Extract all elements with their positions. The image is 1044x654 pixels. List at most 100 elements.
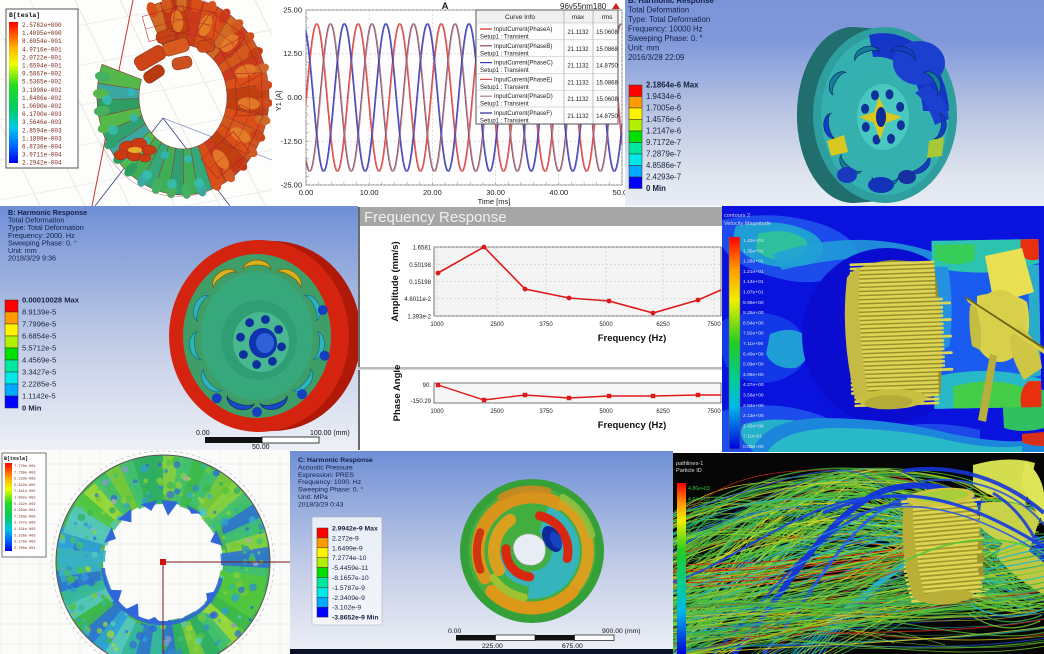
svg-text:Total Deformation: Total Deformation xyxy=(628,6,689,15)
svg-text:4.16e+03: 4.16e+03 xyxy=(688,520,710,526)
svg-text:Particle ID: Particle ID xyxy=(676,468,702,474)
svg-text:1.47e+03: 1.47e+03 xyxy=(688,643,710,649)
svg-text:9.25e+00: 9.25e+00 xyxy=(743,310,764,316)
svg-text:6.1700e-003: 6.1700e-003 xyxy=(22,111,62,118)
svg-text:1.802e-002: 1.802e-002 xyxy=(14,497,36,501)
svg-text:Type: Total Deformation: Type: Total Deformation xyxy=(8,223,84,232)
svg-text:96v55nm180: 96v55nm180 xyxy=(560,2,607,11)
svg-text:30.00: 30.00 xyxy=(486,188,505,197)
svg-text:2.757e-003: 2.757e-003 xyxy=(14,522,36,526)
svg-text:2018/3/29 9:36: 2018/3/29 9:36 xyxy=(8,254,56,263)
svg-text:6.8736e-004: 6.8736e-004 xyxy=(22,144,62,151)
svg-text:4.64e+03: 4.64e+03 xyxy=(688,497,710,503)
svg-text:7.11e+00: 7.11e+00 xyxy=(743,341,763,347)
svg-text:2.5782e+000: 2.5782e+000 xyxy=(22,22,62,29)
svg-text:-3.102e-9: -3.102e-9 xyxy=(332,605,361,612)
svg-text:15.0868: 15.0868 xyxy=(596,80,618,86)
svg-text:3.56e+00: 3.56e+00 xyxy=(743,393,764,399)
svg-text:21.1132: 21.1132 xyxy=(567,64,589,70)
svg-text:14.8750: 14.8750 xyxy=(596,114,618,120)
svg-text:-1.5787e-9: -1.5787e-9 xyxy=(332,585,365,592)
svg-text:Sweeping Phase: 0. °: Sweeping Phase: 0. ° xyxy=(8,238,77,247)
svg-text:2500: 2500 xyxy=(490,322,504,328)
svg-text:4.6011e-2: 4.6011e-2 xyxy=(404,297,431,303)
svg-text:Unit: MPa: Unit: MPa xyxy=(298,494,328,501)
svg-text:0.15198: 0.15198 xyxy=(409,280,431,286)
svg-text:5000: 5000 xyxy=(599,322,613,328)
svg-text:1.9434e-6: 1.9434e-6 xyxy=(646,92,681,101)
svg-text:1000: 1000 xyxy=(430,322,444,328)
svg-text:9.96e+00: 9.96e+00 xyxy=(743,300,764,306)
svg-text:2.1864e-6 Max: 2.1864e-6 Max xyxy=(646,81,699,90)
svg-text:1.35e+01: 1.35e+01 xyxy=(743,248,764,254)
svg-text:InputCurrent(PhaseF): InputCurrent(PhaseF) xyxy=(494,111,552,117)
svg-text:4.40e+03: 4.40e+03 xyxy=(688,508,710,514)
svg-text:B: Harmonic Response: B: Harmonic Response xyxy=(8,208,87,217)
svg-text:50.00: 50.00 xyxy=(613,188,625,197)
svg-text:Frequency (Hz): Frequency (Hz) xyxy=(598,420,667,431)
svg-text:8.54e+00: 8.54e+00 xyxy=(743,320,764,326)
svg-text:0 Min: 0 Min xyxy=(646,184,666,193)
svg-text:C: Harmonic Response: C: Harmonic Response xyxy=(298,457,373,464)
svg-text:Setup1 : Transient: Setup1 : Transient xyxy=(480,68,529,74)
svg-text:4.9716e-001: 4.9716e-001 xyxy=(22,46,62,53)
svg-text:Frequency: 2000. Hz: Frequency: 2000. Hz xyxy=(8,231,75,240)
svg-text:225.00: 225.00 xyxy=(482,643,503,650)
svg-text:1.151e-002: 1.151e-002 xyxy=(14,528,36,532)
svg-text:5.69e+00: 5.69e+00 xyxy=(743,362,764,368)
svg-text:1.6594e-001: 1.6594e-001 xyxy=(22,63,62,70)
svg-text:0.00010028 Max: 0.00010028 Max xyxy=(22,296,80,305)
svg-text:2.700e-001: 2.700e-001 xyxy=(14,547,36,551)
svg-text:15.0868: 15.0868 xyxy=(596,47,618,53)
svg-text:2.45e+03: 2.45e+03 xyxy=(688,598,710,604)
svg-text:1.6581: 1.6581 xyxy=(413,246,432,252)
svg-text:Phase Angle: Phase Angle xyxy=(392,365,403,422)
svg-text:2.20e+03: 2.20e+03 xyxy=(688,609,710,615)
svg-text:2.2942e-004: 2.2942e-004 xyxy=(22,160,62,167)
svg-text:9.7172e-7: 9.7172e-7 xyxy=(646,138,681,147)
svg-text:900.00 (mm): 900.00 (mm) xyxy=(602,628,641,635)
svg-text:Setup1 : Transient: Setup1 : Transient xyxy=(480,85,529,91)
svg-text:1.1142e-5: 1.1142e-5 xyxy=(22,392,56,401)
svg-text:20.00: 20.00 xyxy=(423,188,442,197)
svg-text:Frequency (Hz): Frequency (Hz) xyxy=(598,333,667,344)
svg-text:Unit: mm: Unit: mm xyxy=(628,44,659,53)
svg-text:3750: 3750 xyxy=(539,322,553,328)
svg-text:7.82e+00: 7.82e+00 xyxy=(743,331,764,337)
svg-text:Type: Total Deformation: Type: Total Deformation xyxy=(628,15,710,24)
svg-text:1.28e+01: 1.28e+01 xyxy=(743,259,764,265)
svg-text:1.1898e-003: 1.1898e-003 xyxy=(22,135,62,142)
svg-text:1.2147e-6: 1.2147e-6 xyxy=(646,127,681,136)
svg-text:21.1132: 21.1132 xyxy=(567,114,589,120)
svg-text:-25.00: -25.00 xyxy=(281,181,302,190)
svg-text:-3.8652e-9 Min: -3.8652e-9 Min xyxy=(332,615,378,622)
svg-text:1.71e+03: 1.71e+03 xyxy=(688,632,710,638)
svg-text:1.0690e-002: 1.0690e-002 xyxy=(22,103,62,110)
svg-text:12.50: 12.50 xyxy=(283,49,302,58)
svg-text:-12.50: -12.50 xyxy=(281,137,302,146)
svg-text:Setup1 : Transient: Setup1 : Transient xyxy=(480,119,529,125)
svg-text:B: Harmonic Response: B: Harmonic Response xyxy=(628,0,714,5)
svg-text:0.00: 0.00 xyxy=(287,93,302,102)
svg-text:0.00: 0.00 xyxy=(299,188,314,197)
svg-text:-5.4459e-11: -5.4459e-11 xyxy=(332,565,368,572)
svg-text:15.0608: 15.0608 xyxy=(596,97,618,103)
svg-text:10.00: 10.00 xyxy=(360,188,379,197)
svg-text:Velocity Magnitude: Velocity Magnitude xyxy=(724,221,771,227)
svg-text:1.6499e-9: 1.6499e-9 xyxy=(332,545,363,552)
svg-text:2.9942e-9 Max: 2.9942e-9 Max xyxy=(332,526,378,533)
svg-text:B[tesla]: B[tesla] xyxy=(9,12,40,19)
svg-text:5.294e-001: 5.294e-001 xyxy=(14,509,36,513)
svg-text:100.00 (mm): 100.00 (mm) xyxy=(310,430,350,437)
svg-text:B[tesla]: B[tesla] xyxy=(4,456,28,462)
svg-text:1.4095e+000: 1.4095e+000 xyxy=(22,30,62,37)
svg-text:6.6854e-5: 6.6854e-5 xyxy=(22,332,56,341)
svg-text:Unit: mm: Unit: mm xyxy=(8,246,37,255)
svg-text:1000: 1000 xyxy=(430,409,444,415)
svg-text:2018/3/29 0:43: 2018/3/29 0:43 xyxy=(298,501,344,508)
svg-text:3.42e+03: 3.42e+03 xyxy=(688,553,710,559)
svg-text:1.42e+00: 1.42e+00 xyxy=(743,423,764,429)
svg-text:6.40e+00: 6.40e+00 xyxy=(743,351,764,357)
svg-text:3.67e+03: 3.67e+03 xyxy=(688,542,710,548)
svg-text:-8.1657e-10: -8.1657e-10 xyxy=(332,575,369,582)
